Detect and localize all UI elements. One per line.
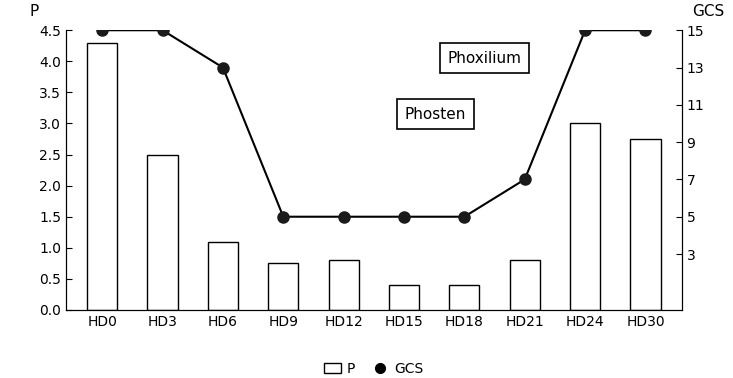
Bar [328,260,358,310]
Legend: P, GCS: P, GCS [319,356,429,378]
Bar [570,124,600,310]
Bar [147,155,177,310]
Bar [208,242,238,310]
Text: Phoxilium: Phoxilium [448,51,522,66]
Text: GCS: GCS [693,4,725,19]
Text: P: P [29,4,38,19]
Text: Phosten: Phosten [405,107,466,122]
Bar [509,260,539,310]
Bar [630,139,660,310]
Bar [87,43,117,310]
Bar [389,285,419,310]
Bar [449,285,479,310]
Bar [268,263,298,310]
